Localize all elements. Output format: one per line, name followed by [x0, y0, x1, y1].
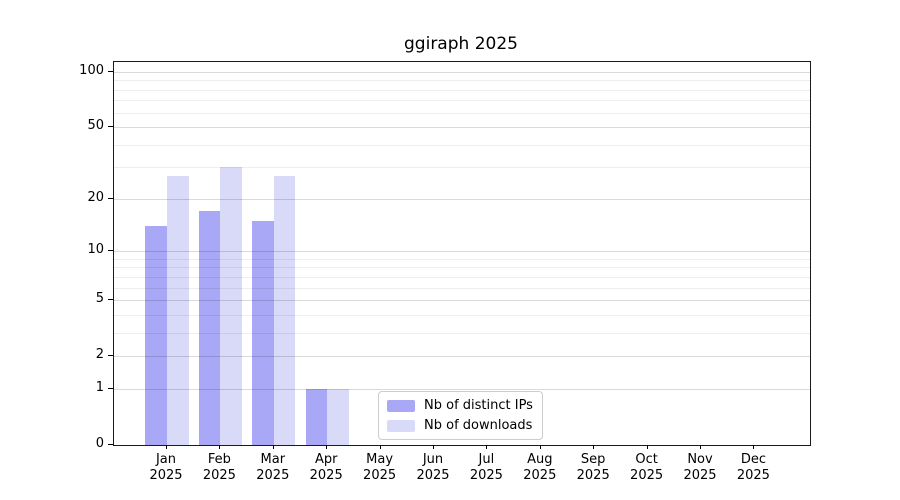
- y-axis-tick: [108, 71, 113, 72]
- bar-downloads-jan[interactable]: [167, 175, 189, 445]
- bars-layer: [114, 62, 810, 445]
- x-tick-label-nov: Nov 2025: [683, 452, 717, 483]
- legend-item-downloads: Nb of downloads: [387, 418, 533, 433]
- y-axis-tick: [108, 126, 113, 128]
- y-tick-label: 50: [87, 118, 104, 134]
- x-axis-tick: [166, 445, 167, 449]
- x-tick-label-feb: Feb 2025: [202, 452, 236, 483]
- x-tick-label-may: May 2025: [363, 452, 397, 483]
- y-tick-label: 10: [87, 242, 104, 258]
- y-tick-label: 2: [95, 347, 104, 363]
- legend: Nb of distinct IPs Nb of downloads: [378, 391, 543, 440]
- x-axis-tick: [646, 445, 648, 449]
- x-tick-label-oct: Oct 2025: [630, 452, 664, 483]
- bar-distinct-ips-mar[interactable]: [252, 220, 274, 445]
- x-axis-tick: [326, 445, 328, 449]
- x-axis-tick: [379, 445, 381, 449]
- x-tick-label-jan: Jan 2025: [149, 452, 183, 483]
- x-tick-label-dec: Dec 2025: [736, 452, 770, 483]
- y-tick-label: 100: [79, 63, 104, 78]
- x-axis-tick: [433, 445, 434, 449]
- plot-panel: [113, 61, 811, 446]
- legend-item-distinct-ips: Nb of distinct IPs: [387, 398, 533, 413]
- x-axis-tick: [593, 445, 595, 449]
- x-axis-tick: [753, 445, 755, 449]
- y-tick-label: 20: [87, 189, 104, 205]
- y-axis-tick: [108, 250, 113, 252]
- bar-distinct-ips-jan[interactable]: [145, 226, 167, 445]
- y-tick-label: 5: [95, 291, 104, 307]
- bar-distinct-ips-apr[interactable]: [305, 388, 328, 445]
- y-tick-label: 1: [95, 379, 104, 395]
- bar-downloads-apr[interactable]: [327, 388, 349, 445]
- x-tick-label-jun: Jun 2025: [416, 452, 450, 483]
- x-tick-label-mar: Mar 2025: [256, 452, 290, 483]
- x-tick-label-jul: Jul 2025: [469, 452, 503, 483]
- x-axis-tick: [219, 445, 221, 449]
- y-axis-tick: [108, 197, 113, 199]
- bar-downloads-feb[interactable]: [220, 167, 243, 445]
- legend-swatch-distinct-ips: [387, 399, 415, 412]
- x-axis-tick: [539, 445, 541, 449]
- legend-label-distinct-ips: Nb of distinct IPs: [424, 398, 533, 413]
- legend-swatch-downloads: [387, 419, 415, 432]
- bar-downloads-mar[interactable]: [273, 175, 296, 445]
- legend-label-downloads: Nb of downloads: [424, 418, 533, 433]
- y-axis-tick: [108, 444, 113, 445]
- bar-distinct-ips-feb[interactable]: [198, 211, 221, 445]
- x-axis-tick: [272, 445, 274, 449]
- x-axis-tick: [486, 445, 488, 449]
- y-axis-tick: [108, 355, 113, 357]
- x-axis-tick: [700, 445, 701, 449]
- x-tick-label-aug: Aug 2025: [523, 452, 557, 483]
- x-tick-label-apr: Apr 2025: [309, 452, 343, 483]
- y-tick-label: 0: [95, 436, 104, 451]
- chart-title: ggiraph 2025: [404, 34, 518, 54]
- y-axis-tick: [108, 299, 113, 301]
- x-tick-label-sep: Sep 2025: [576, 452, 610, 483]
- y-axis-tick: [108, 387, 113, 389]
